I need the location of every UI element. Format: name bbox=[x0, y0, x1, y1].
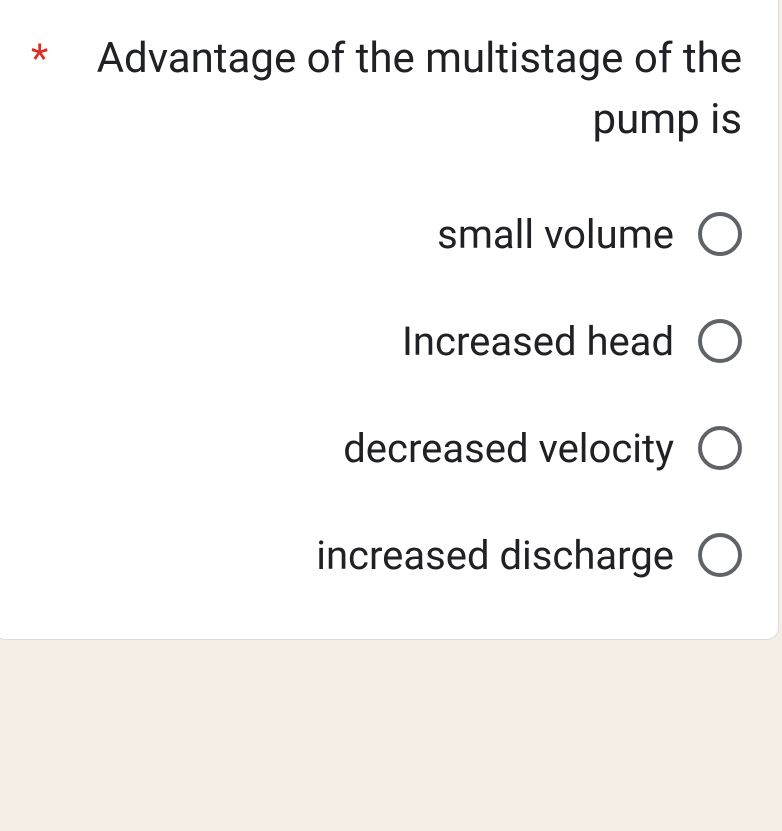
option-decreased-velocity[interactable]: decreased velocity bbox=[343, 425, 742, 472]
required-indicator: * bbox=[31, 29, 48, 87]
option-label: small volume bbox=[437, 211, 674, 258]
option-small-volume[interactable]: small volume bbox=[437, 211, 742, 258]
options-list: small volume Increased head decreased ve… bbox=[31, 211, 742, 579]
option-increased-discharge[interactable]: increased discharge bbox=[316, 532, 742, 579]
option-label: increased discharge bbox=[316, 532, 674, 579]
option-increased-head[interactable]: Increased head bbox=[402, 318, 742, 365]
question-text: Advantage of the multistage of the pump … bbox=[56, 29, 742, 151]
question-card: Advantage of the multistage of the pump … bbox=[0, 0, 779, 640]
radio-icon bbox=[698, 319, 742, 363]
radio-icon bbox=[698, 212, 742, 256]
question-block: Advantage of the multistage of the pump … bbox=[31, 29, 742, 151]
radio-icon bbox=[698, 533, 742, 577]
option-label: decreased velocity bbox=[343, 425, 674, 472]
option-label: Increased head bbox=[402, 318, 674, 365]
radio-icon bbox=[698, 426, 742, 470]
